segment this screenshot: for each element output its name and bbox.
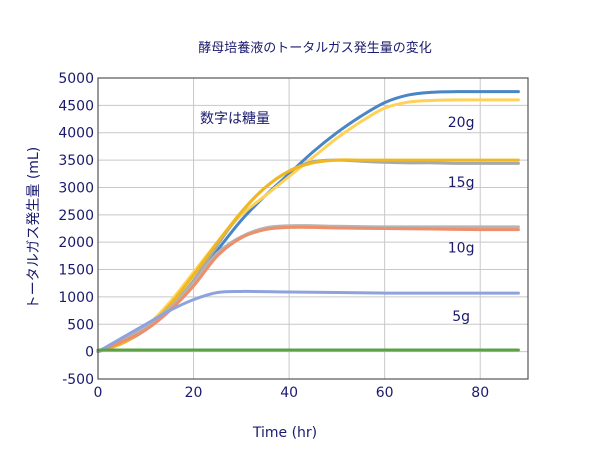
y-axis-label: トータルガス発生量 (mL): [26, 147, 42, 309]
y-tick-label: 2500: [58, 208, 94, 224]
x-axis-label: Time (hr): [252, 425, 317, 441]
y-tick-label: 5000: [58, 71, 94, 87]
y-tick-label: 4500: [58, 98, 94, 114]
series-line-10g-4: [96, 224, 520, 354]
series-label-10g: 10g: [448, 241, 475, 257]
series-label-20g: 20g: [448, 115, 475, 131]
y-tick-label: 0: [85, 345, 94, 361]
series-line-20g-1: [96, 98, 520, 354]
x-tick-label: 80: [471, 385, 489, 401]
series-label-15g: 15g: [448, 175, 475, 191]
series-line-5g-6: [96, 289, 520, 354]
series-label-layer: 20g 15g 10g 5g: [448, 115, 475, 325]
y-tick-label: 3000: [58, 180, 94, 196]
x-tick-label: 40: [280, 385, 298, 401]
series-line-15g-3: [96, 158, 520, 354]
y-tick-label: 2000: [58, 235, 94, 251]
y-tick-label: 4000: [58, 126, 94, 142]
chart-title: 酵母培養液のトータルガス発生量の変化: [198, 40, 432, 56]
y-tick-label: 3500: [58, 153, 94, 169]
annotation-note: 数字は糖量: [200, 111, 270, 127]
x-tick-label: 0: [94, 385, 103, 401]
x-tick-label: 60: [376, 385, 394, 401]
series-layer: [96, 90, 520, 354]
plot-frame: [97, 77, 529, 380]
y-tick-label: 1500: [58, 263, 94, 279]
series-line-10g-5: [96, 225, 520, 354]
tick-layer: -500050010001500200025003000350040004500…: [58, 71, 489, 401]
y-tick-label: -500: [62, 372, 94, 388]
y-tick-label: 500: [67, 317, 94, 333]
x-tick-label: 20: [185, 385, 203, 401]
y-tick-label: 1000: [58, 290, 94, 306]
series-label-5g: 5g: [452, 309, 470, 325]
